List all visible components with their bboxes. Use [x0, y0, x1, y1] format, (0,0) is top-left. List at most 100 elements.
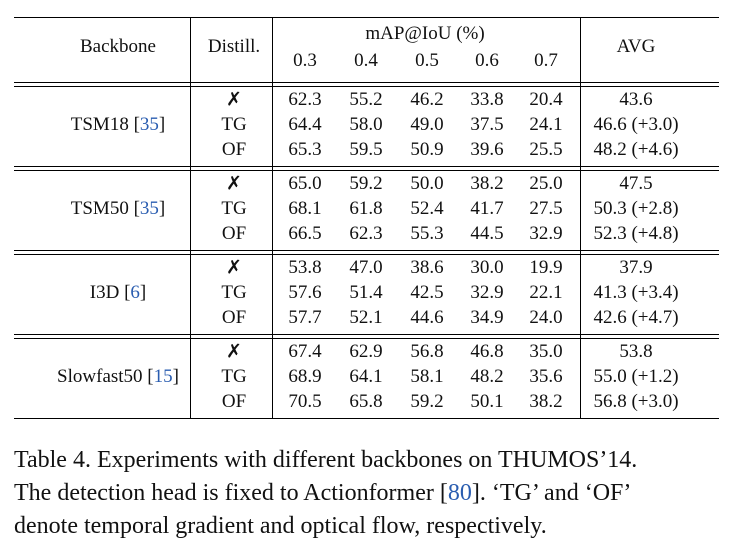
distill-method: TG	[221, 282, 247, 303]
map-value: 35.6	[529, 366, 563, 387]
map-value: 62.3	[349, 223, 383, 244]
backbone: TSM50 [35]	[71, 198, 165, 220]
map-value: 38.2	[470, 173, 504, 194]
map-value: 59.5	[349, 139, 383, 160]
rule	[14, 170, 719, 171]
map-value: 52.4	[410, 198, 444, 219]
distill-method: ✗	[226, 257, 242, 279]
text-segment: Slowfast50 [	[57, 366, 154, 387]
header-threshold: 0.7	[534, 50, 558, 71]
header-threshold: 0.4	[354, 50, 378, 71]
citation: 35	[139, 114, 159, 135]
map-value: 56.8	[410, 341, 444, 362]
map-value: 25.0	[529, 173, 563, 194]
map-value: 59.2	[349, 173, 383, 194]
map-value: 65.8	[349, 391, 383, 412]
map-value: 44.6	[410, 307, 444, 328]
map-value: 65.0	[288, 173, 322, 194]
map-value: 62.9	[349, 341, 383, 362]
map-value: 44.5	[470, 223, 504, 244]
map-value: 50.0	[410, 173, 444, 194]
distill-method: ✗	[226, 89, 242, 111]
avg-value: 55.0 (+1.2)	[593, 366, 679, 387]
map-value: 53.8	[288, 257, 322, 278]
distill-method: OF	[221, 223, 247, 244]
map-value: 58.1	[410, 366, 444, 387]
map-value: 48.2	[470, 366, 504, 387]
avg-value: 43.6	[619, 89, 653, 110]
map-value: 64.1	[349, 366, 383, 387]
map-value: 52.1	[349, 307, 383, 328]
map-value: 46.2	[410, 89, 444, 110]
map-value: 50.1	[470, 391, 504, 412]
map-value: 32.9	[470, 282, 504, 303]
map-value: 35.0	[529, 341, 563, 362]
map-value: 19.9	[529, 257, 563, 278]
caption-line: denote temporal gradient and optical flo…	[14, 513, 547, 540]
header-distill: Distill.	[207, 36, 261, 57]
rule	[14, 166, 719, 167]
map-value: 70.5	[288, 391, 322, 412]
rule	[14, 82, 719, 83]
map-value: 59.2	[410, 391, 444, 412]
map-value: 27.5	[529, 198, 563, 219]
text-segment: ]	[158, 198, 166, 219]
column-rule	[272, 17, 273, 419]
distill-method: ✗	[226, 173, 242, 195]
rule	[14, 254, 719, 255]
header-threshold: 0.5	[415, 50, 439, 71]
rule	[14, 338, 719, 339]
avg-value: 37.9	[619, 257, 653, 278]
map-value: 39.6	[470, 139, 504, 160]
rule	[14, 250, 719, 251]
text-segment: ]	[158, 114, 166, 135]
avg-value: 46.6 (+3.0)	[593, 114, 679, 135]
map-value: 65.3	[288, 139, 322, 160]
map-value: 33.8	[470, 89, 504, 110]
map-value: 38.2	[529, 391, 563, 412]
map-value: 30.0	[470, 257, 504, 278]
backbone: Slowfast50 [15]	[57, 366, 179, 388]
map-value: 50.9	[410, 139, 444, 160]
map-value: 46.8	[470, 341, 504, 362]
header-threshold: 0.3	[293, 50, 317, 71]
header-threshold: 0.6	[475, 50, 499, 71]
avg-value: 41.3 (+3.4)	[593, 282, 679, 303]
map-value: 68.9	[288, 366, 322, 387]
map-value: 20.4	[529, 89, 563, 110]
map-value: 62.3	[288, 89, 322, 110]
distill-method: OF	[221, 307, 247, 328]
map-value: 47.0	[349, 257, 383, 278]
header-avg: AVG	[616, 36, 656, 57]
avg-value: 47.5	[619, 173, 653, 194]
rule	[14, 418, 719, 419]
text-segment: Table 4. Experiments with different back…	[14, 447, 638, 473]
backbone: I3D [6]	[90, 282, 146, 304]
map-value: 37.5	[470, 114, 504, 135]
text-segment: I3D [	[89, 282, 131, 303]
distill-method: TG	[221, 366, 247, 387]
citation: 80	[447, 480, 472, 506]
map-value: 61.8	[349, 198, 383, 219]
text-segment: TSM18 [	[70, 114, 140, 135]
avg-value: 42.6 (+4.7)	[593, 307, 679, 328]
map-value: 24.1	[529, 114, 563, 135]
map-value: 51.4	[349, 282, 383, 303]
distill-method: TG	[221, 198, 247, 219]
backbone: TSM18 [35]	[71, 114, 165, 136]
avg-value: 48.2 (+4.6)	[593, 139, 679, 160]
map-value: 42.5	[410, 282, 444, 303]
map-value: 24.0	[529, 307, 563, 328]
map-value: 49.0	[410, 114, 444, 135]
avg-value: 56.8 (+3.0)	[593, 391, 679, 412]
distill-method: OF	[221, 139, 247, 160]
text-segment: denote temporal gradient and optical flo…	[14, 513, 547, 539]
avg-value: 50.3 (+2.8)	[593, 198, 679, 219]
map-value: 38.6	[410, 257, 444, 278]
avg-value: 52.3 (+4.8)	[593, 223, 679, 244]
map-value: 68.1	[288, 198, 322, 219]
header-backbone: Backbone	[80, 36, 156, 57]
map-value: 55.3	[410, 223, 444, 244]
map-value: 55.2	[349, 89, 383, 110]
